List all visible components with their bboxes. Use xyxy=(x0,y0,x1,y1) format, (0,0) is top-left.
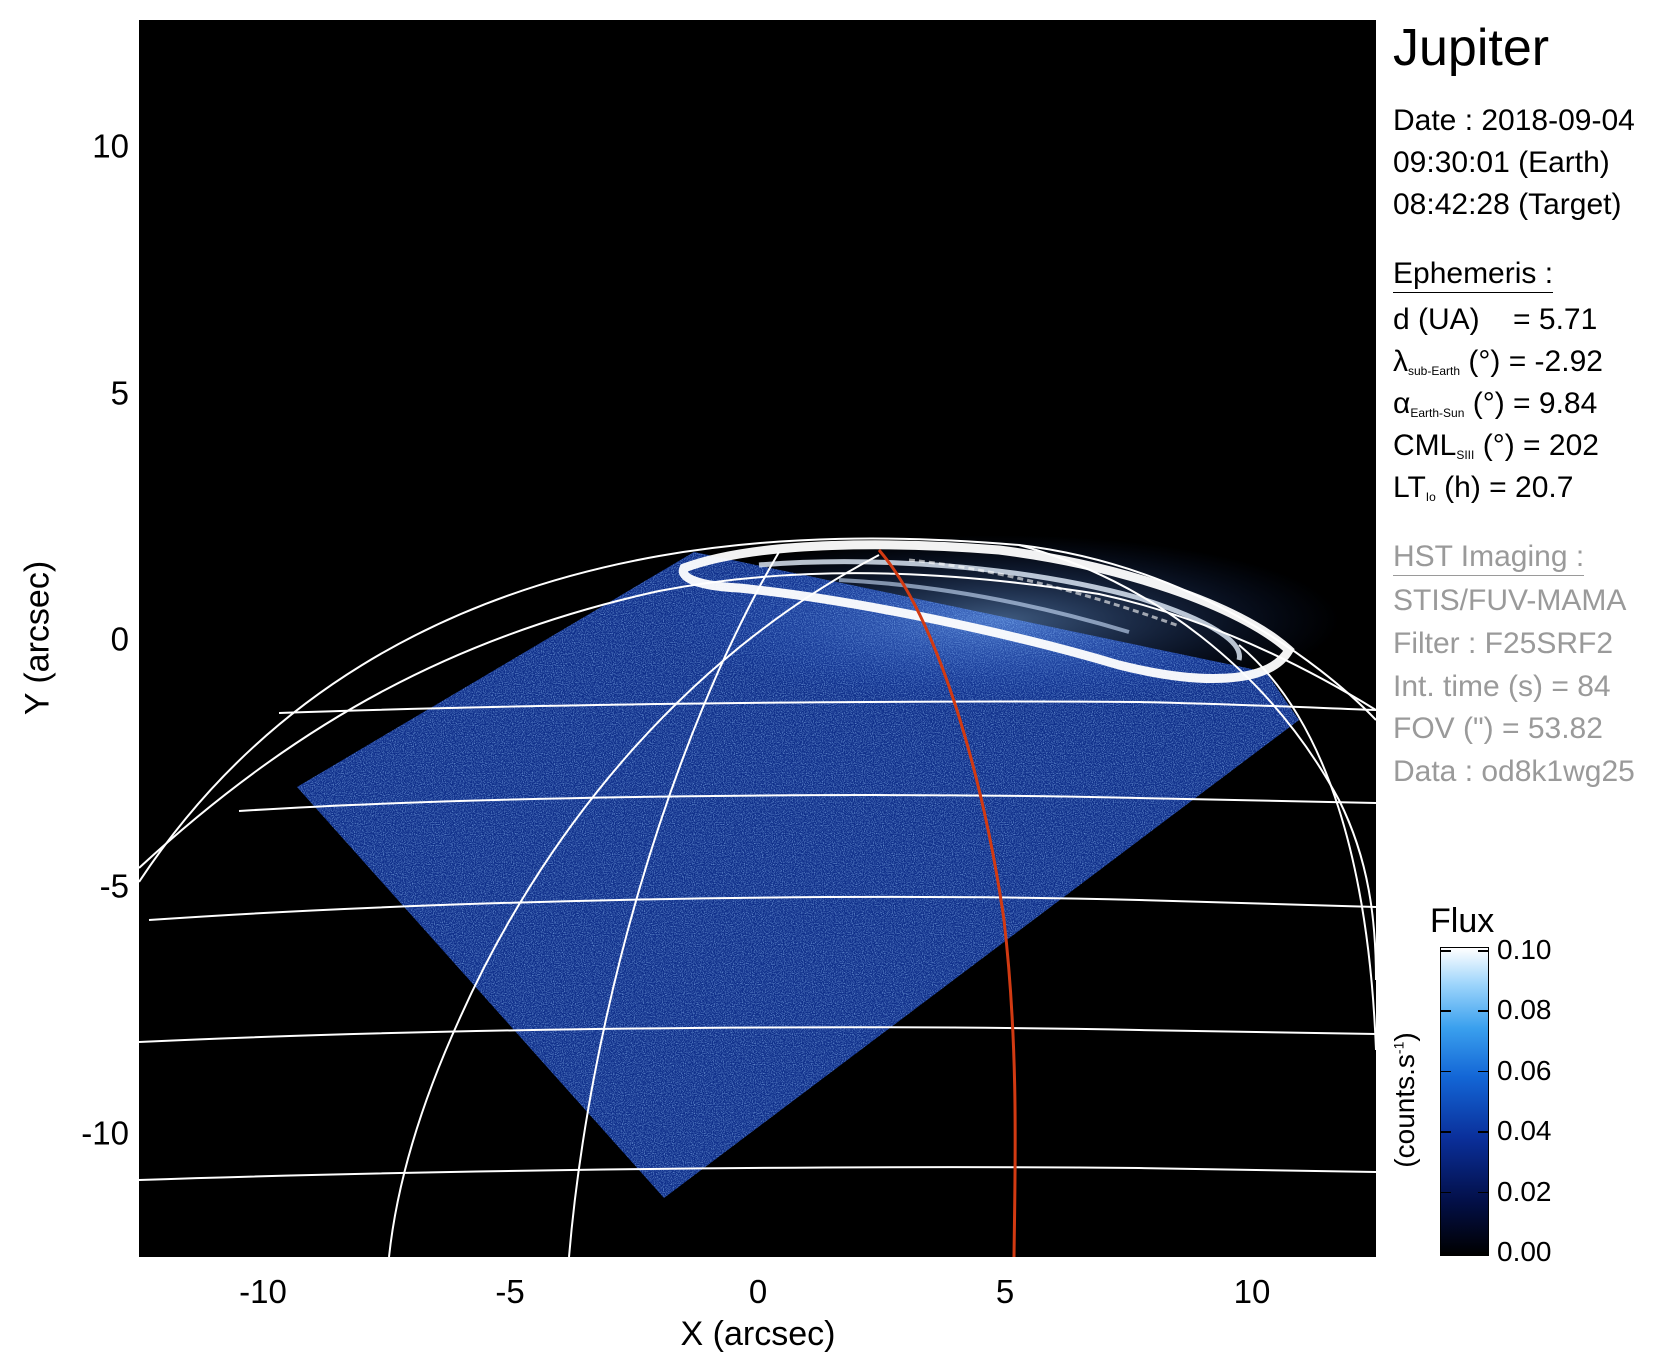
colorbar xyxy=(1440,947,1489,1256)
imaging-header: HST Imaging : xyxy=(1393,540,1585,576)
y-tick-label: 0 xyxy=(110,620,129,658)
y-axis-label: Y (arcsec) xyxy=(18,560,57,716)
colorbar-tick-mark xyxy=(1478,1131,1488,1133)
imaging-int-time: Int. time (s) = 84 xyxy=(1393,670,1611,703)
planet-limb xyxy=(139,537,1376,883)
imaging-instrument: STIS/FUV-MAMA xyxy=(1393,584,1627,617)
y-tick-label: 5 xyxy=(110,374,129,412)
latitude-line xyxy=(238,794,1376,812)
y-tick-label: -5 xyxy=(99,867,129,905)
colorbar-tick-mark xyxy=(1478,1252,1488,1254)
longitude-line xyxy=(568,551,780,1257)
colorbar-tick-label: 0.06 xyxy=(1497,1054,1552,1086)
longitude-line xyxy=(388,554,880,1257)
colorbar-tick-mark xyxy=(1478,1070,1488,1073)
colorbar-tick-mark xyxy=(1478,1191,1488,1194)
colorbar-tick-mark xyxy=(1441,1131,1451,1133)
central-meridian-line xyxy=(877,549,1017,1257)
target-time: 08:42:28 (Target) xyxy=(1393,188,1622,221)
earth-time: 09:30:01 (Earth) xyxy=(1393,146,1610,179)
colorbar-tick-mark xyxy=(1441,950,1451,952)
x-axis-label: X (arcsec) xyxy=(680,1315,836,1353)
target-title: Jupiter xyxy=(1393,19,1550,77)
x-tick-label: 5 xyxy=(995,1273,1015,1310)
ephemeris-earth-sun: αEarth-Sun (°) = 9.84 xyxy=(1393,387,1598,420)
auroral-oval xyxy=(659,535,1339,705)
x-tick-label: -10 xyxy=(239,1273,287,1310)
colorbar-tick-mark xyxy=(1441,1070,1451,1073)
ephemeris-sub-earth: λsub-Earth (°) = -2.92 xyxy=(1393,345,1603,378)
aurora-image-canvas xyxy=(139,535,1376,1257)
imaging-fov: FOV (") = 53.82 xyxy=(1393,712,1603,745)
colorbar-label: (counts.s-1) xyxy=(1389,1032,1420,1168)
imaging-data: Data : od8k1wg25 xyxy=(1393,755,1635,788)
imaging-filter: Filter : F25SRF2 xyxy=(1393,627,1614,660)
longitude-line xyxy=(1018,544,1376,981)
ephemeris-lt: LTIo (h) = 20.7 xyxy=(1393,471,1574,504)
ephemeris-distance: d (UA) = 5.71 xyxy=(1393,303,1598,336)
colorbar-tick-mark xyxy=(1478,950,1488,952)
colorbar-title: Flux xyxy=(1430,902,1495,940)
longitude-line xyxy=(1238,644,1376,1051)
latitude-line xyxy=(148,895,1376,921)
latitude-line xyxy=(139,1166,1376,1181)
colorbar-tick-label: 0.02 xyxy=(1497,1175,1552,1207)
colorbar-tick-label: 0.10 xyxy=(1497,934,1552,965)
colorbar-tick-mark xyxy=(1478,1010,1488,1012)
lat-lon-grid xyxy=(139,537,1376,1257)
x-tick-label: 10 xyxy=(1233,1273,1271,1310)
y-tick-label: -10 xyxy=(81,1114,129,1152)
colorbar-tick-mark xyxy=(1441,1252,1451,1254)
x-tick-label: 0 xyxy=(748,1273,768,1310)
x-tick-label: -5 xyxy=(495,1273,525,1310)
ephemeris-cml: CMLSIII (°) = 202 xyxy=(1393,429,1599,462)
date-line: Date : 2018-09-04 xyxy=(1393,104,1635,137)
colorbar-tick-label: 0.00 xyxy=(1497,1236,1552,1267)
latitude-line xyxy=(139,1026,1376,1043)
disk-region-speckle xyxy=(297,552,1299,1198)
ephemeris-header: Ephemeris : xyxy=(1393,257,1554,293)
latitude-line xyxy=(139,572,1376,869)
y-tick-label: 10 xyxy=(92,127,129,165)
colorbar-tick-mark xyxy=(1441,1191,1451,1194)
colorbar-tick-label: 0.08 xyxy=(1497,994,1552,1026)
colorbar-tick-label: 0.04 xyxy=(1497,1115,1552,1147)
colorbar-tick-mark xyxy=(1441,1010,1451,1012)
aurora-image xyxy=(139,20,1376,1257)
